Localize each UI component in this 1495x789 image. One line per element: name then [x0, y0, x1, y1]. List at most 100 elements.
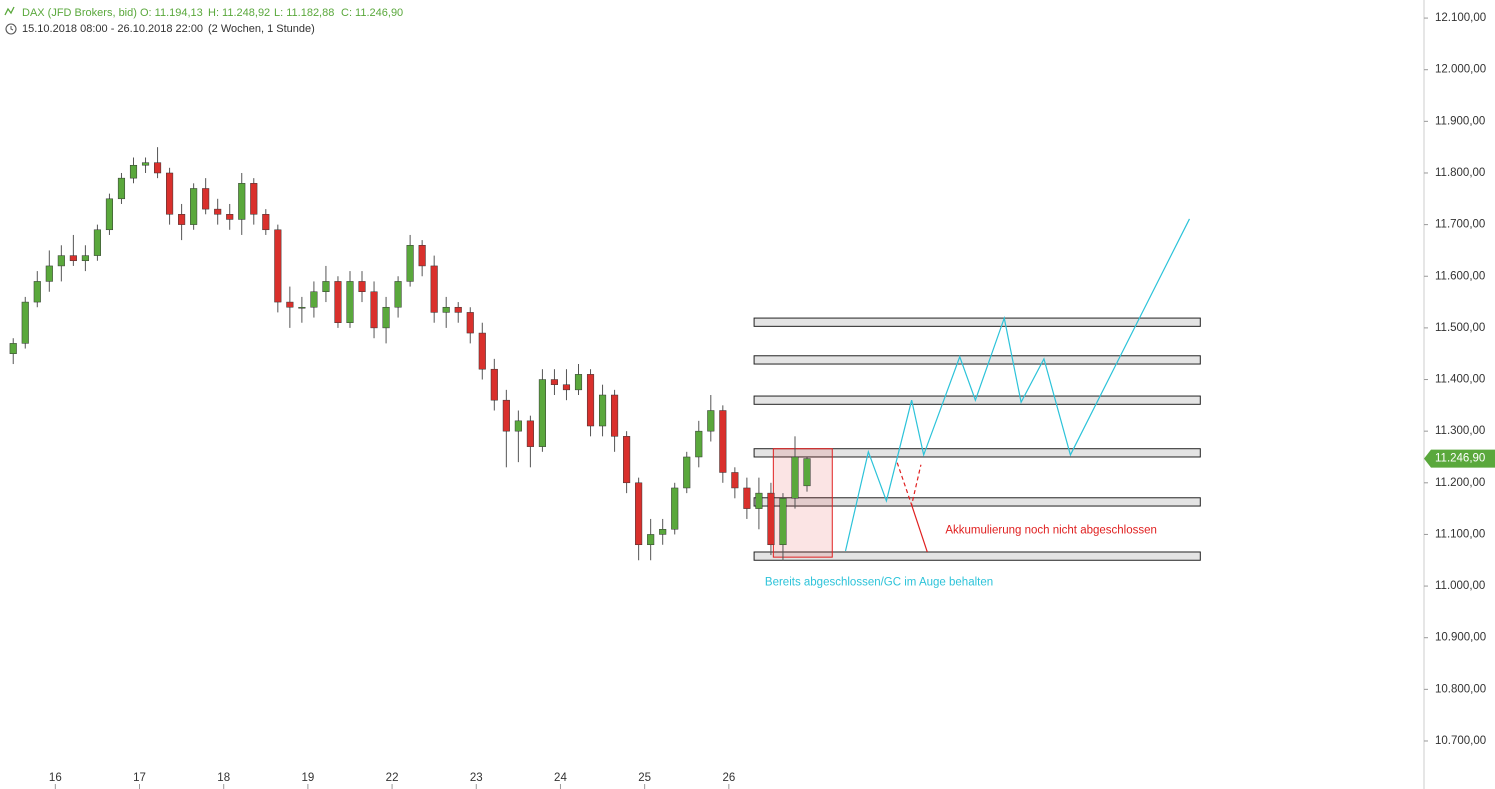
ohlc-open: O: 11.194,13 — [140, 7, 203, 19]
y-tick-label: 11.200,00 — [1435, 477, 1485, 489]
candle-body — [153, 162, 162, 174]
projection-line — [911, 504, 928, 553]
zone — [753, 355, 1201, 365]
ohlc-close: C: 11.246,90 — [341, 7, 403, 19]
y-tick-label: 11.100,00 — [1435, 528, 1485, 540]
zone — [753, 395, 1201, 405]
candle-body — [466, 312, 474, 334]
projection-line — [844, 218, 1191, 552]
y-tick-label: 10.800,00 — [1435, 683, 1486, 695]
header-icon — [4, 6, 17, 35]
candle-body — [190, 188, 198, 225]
candle-body — [490, 368, 498, 401]
candle-body — [538, 379, 546, 447]
zone — [753, 497, 1201, 507]
candle-body — [57, 255, 65, 267]
candle-body — [129, 164, 138, 179]
interval: (2 Wochen, 1 Stunde) — [208, 23, 315, 35]
candle-body — [586, 374, 595, 427]
candle-body — [454, 306, 462, 313]
candle-body — [310, 291, 318, 308]
candle-body — [779, 498, 787, 546]
candle-body — [334, 281, 342, 323]
candle-body — [683, 456, 691, 489]
y-tick-label: 11.700,00 — [1435, 219, 1485, 231]
annotation: Akkumulierung noch nicht abgeschlossen — [945, 524, 1157, 536]
ohlc-low: L: 11.182,88 — [274, 7, 334, 19]
candle-body — [550, 379, 559, 385]
candle-body — [671, 487, 679, 530]
x-tick-label: 24 — [554, 772, 567, 784]
candle-body — [105, 198, 114, 231]
candle-body — [21, 301, 29, 344]
y-tick-label: 11.500,00 — [1435, 322, 1485, 334]
candle-body — [502, 399, 510, 432]
candle-body — [731, 472, 739, 489]
candle-body — [478, 332, 486, 370]
annotation: Bereits abgeschlossen/GC im Auge behalte… — [765, 576, 993, 588]
candle-body — [358, 281, 366, 292]
candle-body — [755, 492, 763, 509]
candle-body — [635, 482, 643, 546]
candle-body — [226, 214, 234, 220]
candle-body — [623, 436, 631, 484]
candle-body — [719, 410, 727, 473]
zone — [753, 448, 1201, 458]
y-tick-label: 10.700,00 — [1435, 735, 1486, 747]
candle-body — [598, 394, 607, 427]
candle-body — [767, 492, 775, 546]
candle-body — [514, 420, 522, 432]
candle-body — [526, 420, 534, 447]
candle-body — [574, 374, 583, 391]
candle-body — [9, 343, 17, 354]
candle-body — [394, 281, 402, 308]
y-tick-label: 12.100,00 — [1435, 12, 1486, 24]
candle-body — [274, 229, 282, 303]
candle-body — [695, 430, 703, 458]
x-tick-label: 26 — [722, 772, 735, 784]
y-tick-label: 11.600,00 — [1435, 270, 1485, 282]
candle-body — [370, 291, 378, 329]
candle-body — [93, 229, 101, 256]
zone — [753, 317, 1201, 327]
candle-body — [418, 245, 426, 267]
candle-body — [647, 534, 655, 546]
candle-body — [141, 162, 150, 166]
candle-body — [707, 410, 715, 432]
candle-body — [743, 487, 751, 509]
candle-body — [178, 214, 186, 225]
candle-body — [238, 183, 246, 220]
candle-body — [33, 281, 41, 303]
x-tick-label: 16 — [49, 772, 62, 784]
candle-body — [562, 384, 571, 391]
y-tick-label: 11.900,00 — [1435, 115, 1485, 127]
candle-body — [442, 306, 450, 313]
candle-body — [803, 458, 811, 487]
candle-body — [791, 456, 799, 499]
x-tick-label: 19 — [301, 772, 314, 784]
zone — [753, 551, 1201, 561]
y-tick-label: 11.300,00 — [1435, 425, 1485, 437]
x-tick-label: 25 — [638, 772, 651, 784]
y-tick-label: 11.800,00 — [1435, 167, 1485, 179]
candle-body — [659, 529, 667, 535]
candle-body — [322, 281, 330, 292]
candle-body — [69, 255, 77, 262]
date-range: 15.10.2018 08:00 - 26.10.2018 22:00 — [22, 23, 203, 35]
candle-body — [117, 177, 126, 200]
x-tick-label: 17 — [133, 772, 146, 784]
last-price-label: 11.246,90 — [1435, 453, 1485, 465]
x-tick-label: 22 — [386, 772, 399, 784]
candle-body — [611, 394, 619, 437]
candle-body — [430, 265, 438, 313]
candle-body — [250, 183, 258, 215]
candle-body — [382, 306, 390, 329]
candle-body — [81, 255, 89, 262]
candle-body — [298, 306, 306, 309]
instrument: DAX (JFD Brokers, bid) — [22, 7, 137, 19]
last-price-tag — [1424, 449, 1495, 468]
candle-body — [214, 208, 222, 215]
y-tick-label: 10.900,00 — [1435, 632, 1486, 644]
candle-body — [166, 172, 174, 215]
